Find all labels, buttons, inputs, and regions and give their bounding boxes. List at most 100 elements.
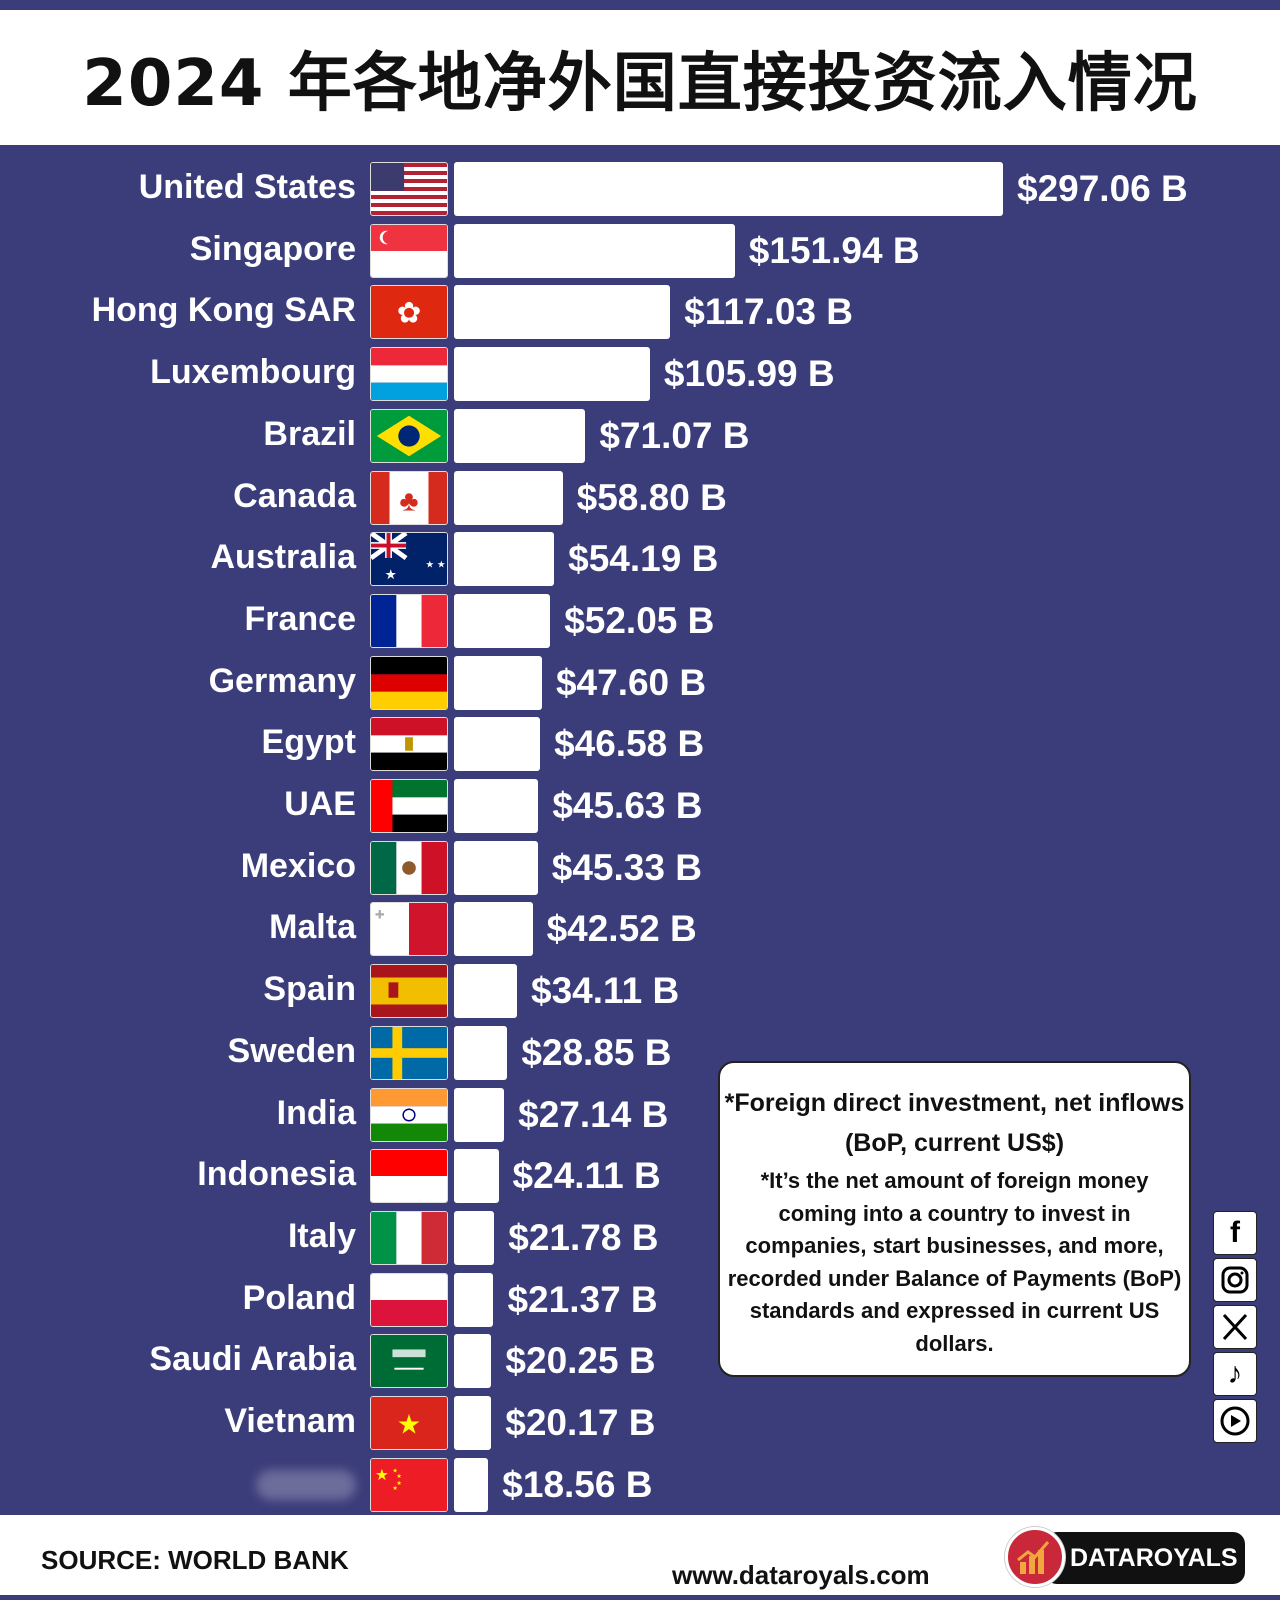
bar xyxy=(454,470,563,525)
tiktok-icon[interactable]: ♪ xyxy=(1213,1352,1257,1396)
flag-mx-icon xyxy=(370,840,448,895)
bar-chart: United States $297.06 B Singapore $151.94 B… xyxy=(0,145,1280,1515)
category-label: Spain xyxy=(263,970,356,1009)
bar xyxy=(454,162,1003,216)
value-label: $297.06 B xyxy=(1017,168,1188,209)
svg-text:★: ★ xyxy=(385,567,397,582)
flag-se-icon xyxy=(370,1025,448,1080)
bar xyxy=(454,1210,495,1265)
flag-cn-icon: ★ ★ ★ ★ ★ xyxy=(370,1457,448,1512)
category-label: UAE xyxy=(284,785,356,823)
category-label: United States xyxy=(138,168,356,206)
category-label: France xyxy=(244,599,357,638)
value-label: $34.11 B xyxy=(531,970,680,1012)
flag-it-icon xyxy=(370,1210,448,1265)
category-label: Germany xyxy=(208,661,356,700)
bar xyxy=(454,347,650,402)
bar-row: Italy $21.78 B xyxy=(0,1210,1280,1265)
value-label: $28.85 B xyxy=(521,1031,672,1073)
youtube-icon[interactable] xyxy=(1213,1399,1257,1443)
note-body: *It’s the net amount of foreign money co… xyxy=(727,1168,1182,1356)
facebook-icon[interactable]: f xyxy=(1213,1211,1257,1255)
category-label: India xyxy=(276,1093,356,1132)
website-link[interactable]: www.dataroyals.com xyxy=(672,1560,930,1590)
flag-eg-icon xyxy=(370,717,448,772)
category-label: Sweden xyxy=(227,1031,356,1070)
bar-row: Canada ♣ $58.80 B xyxy=(0,470,1280,525)
bar xyxy=(454,1272,494,1327)
value-label: $21.37 B xyxy=(507,1278,658,1320)
flag-ae-icon xyxy=(370,779,448,833)
flag-id-icon xyxy=(370,1149,448,1204)
flag-in-icon xyxy=(370,1087,448,1142)
source-text: SOURCE: WORLD BANK xyxy=(41,1545,349,1575)
note-heading: *Foreign direct investment, net inflows … xyxy=(724,1089,1185,1157)
svg-text:♣: ♣ xyxy=(399,485,418,517)
bar xyxy=(454,902,533,957)
value-label: $71.07 B xyxy=(599,414,750,456)
bar xyxy=(454,717,541,772)
flag-br-icon xyxy=(370,408,448,463)
category-label: Egypt xyxy=(261,723,356,762)
category-label xyxy=(256,1469,356,1500)
flag-es-icon xyxy=(370,964,448,1019)
category-label: Saudi Arabia xyxy=(149,1340,356,1379)
value-label: $18.56 B xyxy=(502,1463,653,1505)
category-label: Poland xyxy=(242,1278,356,1317)
flag-lu-icon xyxy=(370,347,448,402)
value-label: $105.99 B xyxy=(663,353,835,395)
svg-text:★: ★ xyxy=(397,1409,421,1440)
category-label: Luxembourg xyxy=(150,353,356,392)
svg-text:★: ★ xyxy=(396,1473,401,1480)
flag-mt-icon: ✚ xyxy=(370,902,448,957)
category-label: Mexico xyxy=(240,846,356,885)
instagram-icon[interactable] xyxy=(1213,1258,1257,1302)
bar xyxy=(454,1334,492,1389)
bar xyxy=(454,840,538,895)
bottom-border xyxy=(0,1595,1280,1600)
bar-row: Indonesia $24.11 B xyxy=(0,1149,1280,1204)
category-label: Brazil xyxy=(263,414,356,453)
social-links: f ♪ xyxy=(1213,1211,1257,1446)
flag-au-icon: ★ ★ ★ xyxy=(370,532,448,587)
bar xyxy=(454,779,539,833)
flag-fr-icon xyxy=(370,593,448,648)
value-label: $45.63 B xyxy=(552,785,703,826)
bar xyxy=(454,593,551,648)
value-label: $45.33 B xyxy=(551,846,702,888)
bar xyxy=(454,408,586,463)
value-label: $117.03 B xyxy=(684,291,853,333)
svg-text:★: ★ xyxy=(392,1485,397,1492)
bar-row: India $27.14 B xyxy=(0,1087,1280,1142)
svg-text:✚: ✚ xyxy=(375,909,385,922)
category-label: Malta xyxy=(269,908,356,947)
value-label: $21.78 B xyxy=(508,1216,659,1258)
bar-row: Germany $47.60 B xyxy=(0,655,1280,710)
svg-text:★: ★ xyxy=(396,1480,401,1487)
value-label: $20.17 B xyxy=(505,1402,656,1443)
bar-row: Poland $21.37 B xyxy=(0,1272,1280,1327)
value-label: $52.05 B xyxy=(564,599,715,641)
flag-de-icon xyxy=(370,655,448,710)
flag-pl-icon xyxy=(370,1272,448,1327)
flag-hk-icon: ✿ xyxy=(370,285,448,340)
bar-row: Luxembourg $105.99 B xyxy=(0,347,1280,402)
category-label: Australia xyxy=(210,538,357,577)
bar xyxy=(454,655,542,710)
bar xyxy=(454,1087,505,1142)
bar-row: Hong Kong SAR ✿ $117.03 B xyxy=(0,285,1280,340)
bar-row: Sweden $28.85 B xyxy=(0,1025,1280,1080)
bar-row: ★ ★ ★ ★ ★ $18.56 B xyxy=(0,1457,1280,1512)
x-icon[interactable] xyxy=(1213,1305,1257,1349)
dataroyals-logo: DATAROYALS xyxy=(1005,1527,1245,1587)
bar xyxy=(454,532,555,587)
value-label: $151.94 B xyxy=(748,229,920,271)
bar xyxy=(454,1025,508,1080)
value-label: $27.14 B xyxy=(518,1093,669,1135)
bar-row: Spain $34.11 B xyxy=(0,964,1280,1019)
bar-row: Vietnam ★ $20.17 B xyxy=(0,1396,1280,1450)
bar xyxy=(454,1396,492,1450)
bar-row: United States $297.06 B xyxy=(0,162,1280,216)
svg-text:★: ★ xyxy=(392,1467,397,1474)
value-label: $58.80 B xyxy=(576,476,727,518)
